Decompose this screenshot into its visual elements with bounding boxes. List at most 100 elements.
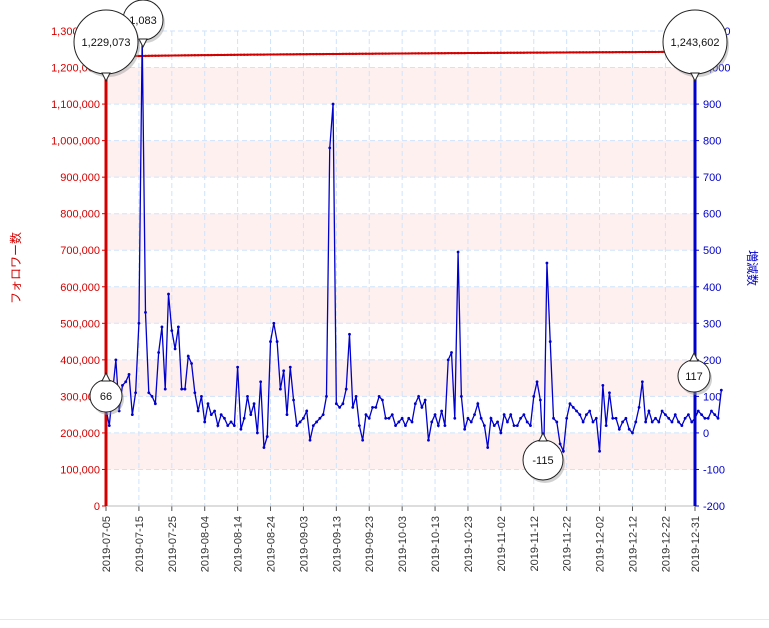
change-point xyxy=(262,446,266,449)
followers-point xyxy=(394,52,397,55)
change-point xyxy=(147,391,151,395)
right-tick-label: 400 xyxy=(703,282,721,294)
left-tick-label: 200,000 xyxy=(60,428,100,440)
followers-point xyxy=(493,51,496,55)
change-callout: 1,083 xyxy=(129,15,157,27)
followers-point xyxy=(282,53,285,56)
followers-point xyxy=(499,51,503,55)
followers-point xyxy=(522,51,526,54)
x-tick-label: 2019-07-15 xyxy=(134,516,146,572)
followers-callout: 1,243,602 xyxy=(671,37,720,49)
change-point xyxy=(124,380,128,384)
followers-point xyxy=(312,52,315,56)
change-point xyxy=(209,413,213,417)
followers-point xyxy=(440,52,443,55)
followers-point xyxy=(315,52,318,56)
followers-point xyxy=(549,51,552,54)
change-point xyxy=(163,387,167,391)
right-tick-label: 500 xyxy=(703,245,721,257)
followers-point xyxy=(377,52,381,55)
x-tick-label: 2019-09-03 xyxy=(298,516,310,572)
x-tick-label: 2019-12-22 xyxy=(660,516,672,572)
change-callout: -115 xyxy=(532,455,553,467)
followers-point xyxy=(400,52,404,55)
change-point xyxy=(473,413,476,417)
followers-point xyxy=(157,54,160,57)
change-point xyxy=(710,409,713,413)
followers-point xyxy=(335,52,338,56)
change-point xyxy=(328,146,332,150)
followers-point xyxy=(137,54,141,58)
change-point xyxy=(604,424,608,428)
followers-point xyxy=(627,50,631,54)
change-point xyxy=(334,402,338,406)
change-point xyxy=(413,402,417,406)
change-point xyxy=(423,398,427,402)
change-point xyxy=(137,321,141,325)
followers-point xyxy=(591,51,595,54)
followers-point xyxy=(183,54,187,57)
change-point xyxy=(351,405,355,409)
followers-point xyxy=(486,51,489,55)
followers-point xyxy=(193,54,197,57)
followers-point xyxy=(256,53,259,56)
change-point xyxy=(157,351,161,354)
followers-point xyxy=(325,52,328,56)
followers-point xyxy=(572,51,575,54)
followers-point xyxy=(608,51,611,54)
followers-point xyxy=(506,51,509,55)
right-tick-label: -100 xyxy=(703,464,725,476)
change-point xyxy=(407,416,411,420)
x-tick-label: 2019-11-22 xyxy=(562,516,574,571)
followers-point xyxy=(404,52,407,55)
change-point xyxy=(578,413,582,417)
change-point xyxy=(298,420,302,424)
change-point xyxy=(673,413,677,417)
change-point xyxy=(545,261,549,265)
followers-point xyxy=(637,50,641,54)
change-point xyxy=(459,394,463,398)
followers-point xyxy=(154,54,157,57)
followers-point xyxy=(223,53,226,57)
followers-point xyxy=(170,54,174,57)
followers-point xyxy=(433,52,437,55)
followers-point xyxy=(585,51,588,54)
change-point xyxy=(637,405,641,409)
change-point xyxy=(130,413,134,417)
followers-point xyxy=(387,52,391,55)
change-point xyxy=(433,413,437,417)
change-point xyxy=(509,413,513,417)
left-tick-label: 100,000 xyxy=(60,464,100,476)
followers-point xyxy=(456,51,460,55)
followers-point xyxy=(509,51,512,54)
change-point xyxy=(598,449,601,453)
followers-point xyxy=(243,53,246,56)
change-point xyxy=(654,416,657,420)
change-point xyxy=(410,420,414,424)
followers-point xyxy=(358,52,361,55)
change-point xyxy=(186,354,190,358)
x-tick-label: 2019-08-04 xyxy=(200,516,212,572)
followers-point xyxy=(331,52,335,56)
change-point xyxy=(394,424,397,428)
change-point xyxy=(190,362,193,365)
left-tick-label: 1,100,000 xyxy=(51,99,100,111)
right-axis-title: 増減数 xyxy=(745,250,760,286)
change-point xyxy=(440,409,444,413)
followers-point xyxy=(479,51,483,55)
followers-callout-pointer xyxy=(690,72,700,83)
change-point xyxy=(621,420,625,424)
followers-point xyxy=(160,54,164,57)
change-point xyxy=(670,420,674,424)
change-point xyxy=(318,416,322,420)
change-point xyxy=(117,409,121,413)
change-point xyxy=(463,427,467,431)
followers-point xyxy=(203,53,206,57)
x-tick-label: 2019-07-25 xyxy=(167,516,179,572)
change-point xyxy=(219,413,223,417)
change-point xyxy=(601,384,605,387)
x-tick-label: 2019-10-23 xyxy=(463,516,475,572)
followers-point xyxy=(447,51,450,55)
change-callout: 66 xyxy=(100,391,112,403)
change-point xyxy=(420,405,424,409)
